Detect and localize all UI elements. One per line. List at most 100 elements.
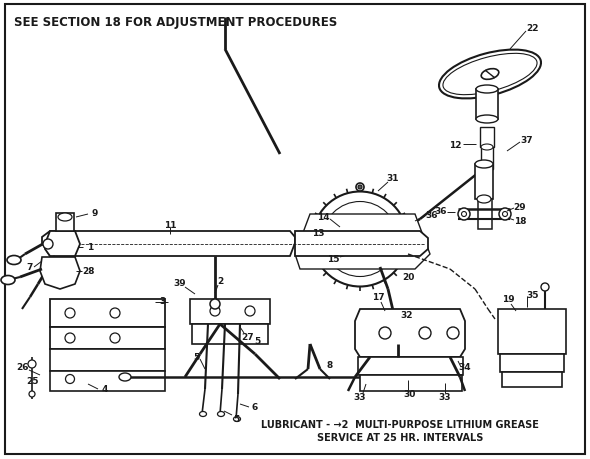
Text: 28: 28 [82, 267, 94, 276]
Ellipse shape [210, 299, 220, 309]
Ellipse shape [110, 308, 120, 318]
Ellipse shape [234, 417, 241, 421]
Text: 5: 5 [254, 337, 260, 346]
Ellipse shape [481, 167, 493, 173]
Ellipse shape [110, 333, 120, 343]
Ellipse shape [419, 327, 431, 339]
Polygon shape [45, 231, 80, 257]
Text: 14: 14 [317, 213, 329, 222]
Ellipse shape [199, 412, 206, 417]
Text: eReplacementParts.com: eReplacementParts.com [210, 237, 380, 252]
Ellipse shape [351, 230, 369, 248]
Text: SERVICE AT 25 HR. INTERVALS: SERVICE AT 25 HR. INTERVALS [317, 432, 483, 442]
Bar [502, 372, 562, 387]
Polygon shape [295, 231, 428, 257]
Text: 13: 13 [312, 228, 325, 237]
Ellipse shape [313, 192, 408, 287]
Text: 5: 5 [233, 414, 239, 424]
Ellipse shape [7, 256, 21, 265]
Ellipse shape [476, 86, 498, 94]
Ellipse shape [43, 240, 53, 249]
Bar [50, 371, 165, 391]
Bar [190, 299, 270, 325]
Text: 29: 29 [514, 202, 526, 211]
Ellipse shape [399, 373, 411, 381]
Text: 32: 32 [401, 310, 413, 319]
Ellipse shape [439, 50, 541, 99]
Ellipse shape [29, 391, 35, 397]
Text: 17: 17 [372, 293, 384, 302]
Text: 25: 25 [26, 377, 38, 386]
Text: 8: 8 [327, 360, 333, 369]
Ellipse shape [65, 333, 75, 343]
Text: 31: 31 [387, 173, 399, 182]
Text: 6: 6 [252, 403, 258, 412]
Text: 22: 22 [527, 23, 539, 33]
Text: 9: 9 [92, 208, 98, 217]
Text: SEE SECTION 18 FOR ADJUSTMENT PROCEDURES: SEE SECTION 18 FOR ADJUSTMENT PROCEDURES [14, 16, 337, 29]
Ellipse shape [358, 185, 362, 190]
Text: 4: 4 [102, 385, 108, 394]
Ellipse shape [458, 208, 470, 220]
Ellipse shape [541, 283, 549, 291]
Bar [50, 327, 165, 349]
Bar [498, 309, 566, 354]
Polygon shape [295, 214, 430, 269]
Bar [481, 148, 493, 170]
Ellipse shape [503, 212, 507, 217]
Ellipse shape [218, 412, 225, 417]
Ellipse shape [447, 327, 459, 339]
Ellipse shape [1, 276, 15, 285]
Bar [56, 213, 74, 231]
Bar [476, 90, 498, 120]
Bar [475, 165, 493, 200]
Text: 26: 26 [16, 363, 28, 372]
Text: 33: 33 [439, 392, 451, 402]
Text: 19: 19 [502, 295, 514, 304]
Text: 36: 36 [435, 207, 447, 216]
Ellipse shape [461, 212, 467, 217]
Ellipse shape [28, 360, 36, 368]
Ellipse shape [443, 54, 537, 95]
Polygon shape [355, 309, 465, 357]
Ellipse shape [379, 327, 391, 339]
Text: 11: 11 [164, 220, 176, 229]
Text: 3: 3 [159, 297, 165, 306]
Text: 30: 30 [404, 390, 416, 398]
Polygon shape [40, 257, 80, 289]
Ellipse shape [356, 184, 364, 191]
Ellipse shape [323, 202, 398, 277]
Ellipse shape [356, 235, 364, 243]
Bar [192, 325, 268, 344]
Ellipse shape [481, 69, 499, 80]
Bar [358, 357, 463, 375]
Bar [500, 354, 564, 372]
Ellipse shape [481, 145, 493, 151]
Text: 1: 1 [87, 243, 93, 252]
Text: 5: 5 [193, 353, 199, 362]
Ellipse shape [65, 375, 74, 384]
Text: LUBRICANT - →2  MULTI-PURPOSE LITHIUM GREASE: LUBRICANT - →2 MULTI-PURPOSE LITHIUM GRE… [261, 419, 539, 429]
Ellipse shape [65, 308, 75, 318]
Ellipse shape [245, 306, 255, 316]
Bar [478, 200, 492, 230]
Text: 36: 36 [426, 210, 438, 219]
Ellipse shape [476, 116, 498, 124]
Text: 27: 27 [242, 333, 254, 342]
Text: 34: 34 [458, 363, 471, 372]
Text: 12: 12 [449, 140, 461, 149]
Text: 15: 15 [327, 255, 339, 264]
Ellipse shape [210, 306, 220, 316]
Text: 18: 18 [514, 217, 526, 226]
Text: 20: 20 [402, 273, 414, 282]
Ellipse shape [119, 373, 131, 381]
Bar [480, 128, 494, 148]
Bar [360, 375, 462, 391]
Polygon shape [42, 231, 295, 257]
Text: 35: 35 [527, 290, 539, 299]
Ellipse shape [58, 213, 72, 222]
Bar [50, 299, 165, 327]
Text: 7: 7 [27, 263, 33, 272]
Ellipse shape [499, 208, 511, 220]
Text: 39: 39 [173, 279, 186, 288]
